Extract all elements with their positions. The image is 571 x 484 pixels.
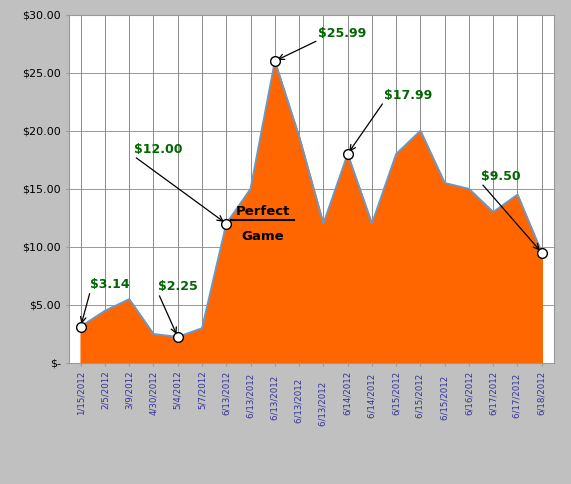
Text: Game: Game — [242, 230, 284, 243]
Text: $25.99: $25.99 — [319, 27, 367, 40]
Text: $17.99: $17.99 — [384, 89, 432, 102]
Text: $2.25: $2.25 — [158, 280, 198, 293]
Text: Perfect: Perfect — [235, 205, 290, 218]
Text: $12.00: $12.00 — [134, 143, 183, 156]
Text: $3.14: $3.14 — [90, 278, 130, 291]
Text: $9.50: $9.50 — [481, 170, 521, 183]
